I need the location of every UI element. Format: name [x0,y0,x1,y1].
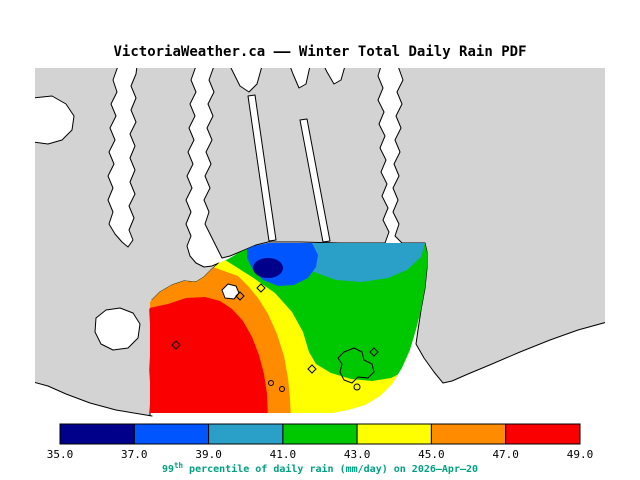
island-channel [299,118,331,243]
colorbar-tick-label: 47.0 [492,448,519,461]
station-marker [171,340,181,350]
map-area [35,68,605,417]
islet-outline [353,383,361,391]
station-marker [307,364,317,374]
plot-title: VictoriaWeather.ca –– Winter Total Daily… [113,44,526,60]
caption-superscript: th [174,461,183,470]
contour-minimum-35-37 [253,258,283,278]
colorbar-tick-label: 49.0 [567,448,594,461]
colorbar-segment [282,423,358,445]
island-channel [247,94,277,242]
colorbar-tick-label: 43.0 [344,448,371,461]
colorbar-segment [356,423,432,445]
colorbar-segment [505,423,581,445]
caption-rest: percentile of daily rain (mm/day) on 202… [183,463,478,475]
landmass-archipelago [203,68,390,259]
sooke-basin [94,307,141,351]
station-marker [235,291,245,301]
colorbar-segment [59,423,135,445]
caption-prefix: 99 [162,464,174,475]
landmass-mainland-east [392,68,605,384]
colorbar-segment [208,423,284,445]
islet-outline [279,386,285,392]
contour-band-47-49 [150,297,268,413]
islet-outline [268,380,274,386]
station-marker [256,283,266,293]
colorbar-tick-label: 37.0 [121,448,148,461]
colorbar-segment [133,423,210,445]
colorbar-segment [430,423,507,445]
colorbar-tick-label: 45.0 [418,448,445,461]
caption: 99th percentile of daily rain (mm/day) o… [162,461,478,475]
bottom-left-coastline [35,382,153,417]
station-marker [369,347,379,357]
coastal-bay [35,96,74,144]
colorbar-tick-label: 35.0 [47,448,74,461]
bottom-left-water [35,382,152,417]
colorbar-tick-label: 39.0 [195,448,222,461]
colorbar-tick-label: 41.0 [270,448,297,461]
contour-data-region [150,243,427,413]
colorbar: 35.0 37.0 39.0 41.0 43.0 45.0 47.0 49.0 [47,423,594,461]
island-outline [337,347,375,384]
coastal-bay-coastline [35,95,75,145]
